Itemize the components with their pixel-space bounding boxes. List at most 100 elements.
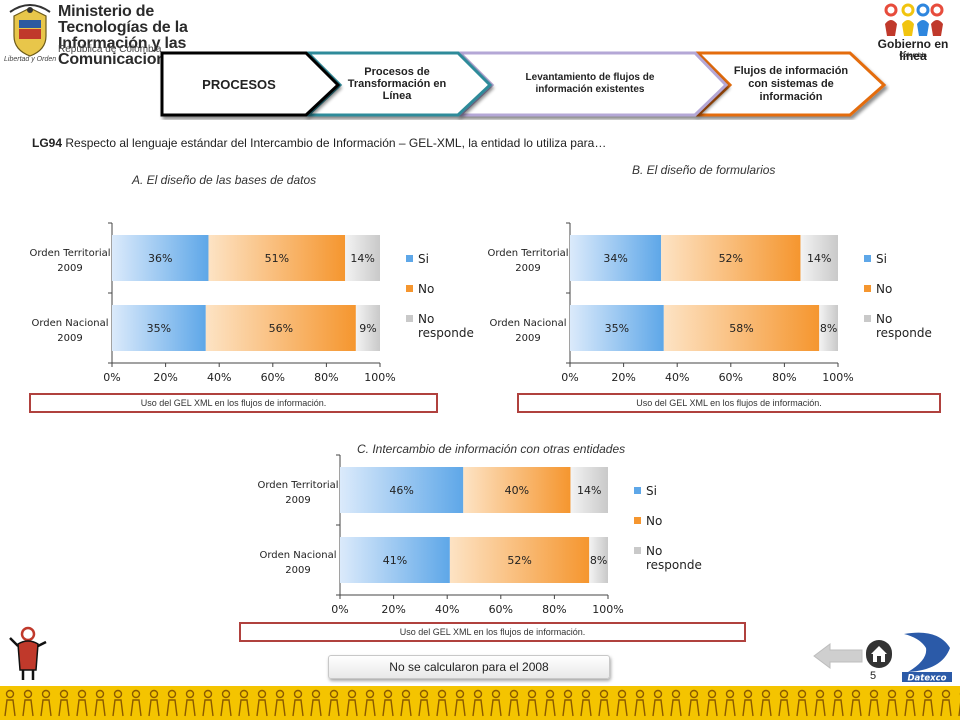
chart-b-category-label: 2009 [515, 263, 540, 274]
ministry-name-line1: Ministerio de Tecnologías de la [58, 3, 188, 36]
chart-c-bar-si [340, 537, 450, 583]
person-mascot-icon [9, 626, 47, 680]
chart-c-legend-swatch-no [634, 517, 641, 524]
chart-c: 0% 20% 40% 60% 80% 100% Orden Territorial 2009 O… [257, 454, 702, 616]
chart-b-bar-si [570, 305, 664, 351]
chart-b-bar-no [661, 235, 801, 281]
chart-c-bar-no-responde [589, 537, 608, 583]
chart-a-bar-no-responde [345, 235, 380, 281]
chart-a-data-label: 56% [269, 322, 293, 335]
chart-a-xtick-label: 60% [261, 371, 285, 384]
chart-b-data-label: 35% [605, 322, 629, 335]
chart-b-xtick-label: 20% [611, 371, 635, 384]
chart-c-title: C. Intercambio de información con otras … [357, 442, 626, 456]
chart-a-bar-si [112, 235, 209, 281]
chart-a-data-label: 9% [359, 322, 376, 335]
chart-a-category-label: Orden Territorial [29, 248, 110, 259]
chart-b-bar-no-responde [800, 235, 838, 281]
chart-c-xtick-label: 60% [489, 603, 513, 616]
chart-a-xtick-label: 0% [103, 371, 120, 384]
chart-c-bar-si [340, 467, 464, 513]
ministry-name-line2: Información y las Comunicaciones [58, 35, 187, 68]
chart-b-data-label: 34% [603, 252, 627, 265]
chart-a-category-label: Orden Nacional [31, 318, 108, 329]
chart-b-data-label: 14% [807, 252, 831, 265]
process-step-3-label: Levantamiento de flujos de información e… [525, 72, 655, 95]
page-number: 5 [870, 670, 877, 682]
chart-a-legend-swatch-no-responde [406, 315, 413, 322]
process-step-4-arrow [694, 51, 887, 117]
chart-a-caption: Uso del GEL XML en los flujos de informa… [29, 393, 438, 413]
chart-c-legend-label-si: Si [646, 484, 657, 498]
chart-c-legend-swatch-no-responde [634, 547, 641, 554]
chart-a-legend-label-si: Si [418, 252, 429, 266]
chart-c-xtick-label: 40% [435, 603, 459, 616]
datexco-logo: Datexco [898, 626, 956, 684]
chart-c-xtick-label: 0% [331, 603, 348, 616]
chart-b-category-label: Orden Territorial [487, 248, 568, 259]
chart-c-category-label: 2009 [285, 495, 310, 506]
chart-a-bar-no [208, 235, 346, 281]
chart-c-data-label: 8% [590, 554, 607, 567]
process-step-4-label: Flujos de información con sistemas de in… [733, 64, 849, 103]
question-body: Respecto al lenguaje estándar del Interc… [62, 136, 607, 150]
crest-caption: Libertad y Orden [4, 56, 57, 63]
chart-b-xtick-label: 0% [561, 371, 578, 384]
chart-a: 0% 20% 40% 60% 80% 100% Orden Territorial 2009 O… [29, 222, 474, 384]
chart-b-xtick-label: 80% [772, 371, 796, 384]
process-step-2-label: Procesos de Transformación en Línea [347, 66, 447, 102]
chart-c-bar-no [449, 537, 590, 583]
chart-c-legend-swatch-si [634, 487, 641, 494]
chart-b: 0% 20% 40% 60% 80% 100% Orden Territorial 2009 O… [487, 222, 932, 384]
chart-b-legend-label-si: Si [876, 252, 887, 266]
note-no-2008: No se calcularon para el 2008 [328, 655, 610, 679]
decorative-people-strip [0, 686, 960, 720]
chart-c-data-label: 46% [389, 484, 413, 497]
process-step-1-arrow [160, 51, 341, 117]
chart-a-xtick-label: 40% [207, 371, 231, 384]
chart-a-legend-swatch-no [406, 285, 413, 292]
coat-of-arms-icon [9, 4, 51, 57]
chart-c-xtick-label: 80% [542, 603, 566, 616]
home-icon[interactable] [866, 640, 892, 668]
chart-c-xtick-label: 20% [381, 603, 405, 616]
chart-b-category-label: 2009 [515, 333, 540, 344]
chart-c-xtick-label: 100% [592, 603, 623, 616]
chart-c-bar-no-responde [570, 467, 608, 513]
chart-a-xtick-label: 80% [314, 371, 338, 384]
chart-b-xtick-label: 40% [665, 371, 689, 384]
chart-b-legend-label-no-responde: No responde [876, 312, 932, 340]
question-code: LG94 [32, 136, 63, 150]
chart-a-data-label: 35% [147, 322, 171, 335]
chart-c-category-label: 2009 [285, 565, 310, 576]
back-arrow-icon[interactable] [812, 640, 864, 672]
chart-a-legend-label-no: No [418, 282, 434, 296]
ministry-subtitle: República de Colombia [58, 44, 162, 55]
chart-a-legend-swatch-si [406, 255, 413, 262]
chart-b-legend-swatch-si [864, 255, 871, 262]
chart-a-xtick-label: 20% [153, 371, 177, 384]
gobierno-en-linea-title: Gobierno en línea [877, 37, 949, 63]
chart-a-bar-no [205, 305, 356, 351]
chart-b-xtick-label: 100% [822, 371, 853, 384]
chart-b-legend-label-no: No [876, 282, 892, 296]
chart-b-caption: Uso del GEL XML en los flujos de informa… [517, 393, 941, 413]
chart-a-data-label: 51% [265, 252, 289, 265]
chart-a-title: A. El diseño de las bases de datos [132, 173, 317, 187]
chart-b-xtick-label: 60% [719, 371, 743, 384]
ministry-name: Ministerio de Tecnologías de la Informac… [58, 4, 248, 68]
chart-c-data-label: 40% [505, 484, 529, 497]
chart-b-category-label: Orden Nacional [489, 318, 566, 329]
chart-b-bar-si [570, 235, 662, 281]
chart-a-category-label: 2009 [57, 333, 82, 344]
datexco-label: Datexco [908, 674, 947, 684]
chart-a-bar-no-responde [355, 305, 380, 351]
chart-c-caption: Uso del GEL XML en los flujos de informa… [239, 622, 746, 642]
chart-c-category-label: Orden Territorial [257, 480, 338, 491]
gobierno-en-linea-logo [884, 3, 944, 36]
gobierno-en-linea-country: Colombia [899, 53, 927, 59]
chart-c-category-label: Orden Nacional [259, 550, 336, 561]
people-pattern [4, 689, 960, 717]
chart-c-legend-label-no: No [646, 514, 662, 528]
chart-b-data-label: 52% [719, 252, 743, 265]
